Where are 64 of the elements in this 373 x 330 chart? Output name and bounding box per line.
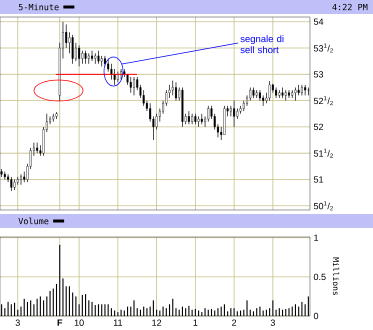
y-tick-label: 51	[314, 176, 324, 183]
candlestick	[97, 50, 100, 64]
candlestick	[78, 45, 80, 67]
candlestick	[258, 90, 261, 101]
chart-title: Volume	[18, 218, 48, 224]
candlestick	[275, 87, 278, 98]
x-tick-label: 10	[74, 320, 84, 326]
x-tick-label: 3	[16, 320, 20, 326]
y-tick-label: 50$^{1}$/$_{2}$	[314, 201, 333, 210]
candlestick	[188, 110, 190, 125]
y-tick-label: 54	[314, 18, 324, 25]
x-tick-label: 11	[114, 320, 122, 326]
candlestick	[88, 52, 90, 64]
candlestick	[36, 142, 38, 154]
x-tick-label: 12	[152, 320, 162, 326]
y-tick-label: 53$^{1}$/$_{2}$	[314, 44, 333, 53]
y-tick-label: 53	[314, 71, 324, 78]
candlestick	[298, 84, 300, 96]
candlestick	[282, 87, 284, 98]
candlestick	[230, 106, 232, 117]
y-tick-label: 0.5	[314, 274, 326, 280]
y-tick-label: 51$^{1}$/$_{2}$	[314, 148, 333, 158]
candlestick	[81, 50, 84, 64]
x-tick-label: F	[58, 320, 62, 326]
candlestick	[130, 76, 132, 94]
y-tick-label: 0	[314, 312, 318, 320]
candlestick	[252, 87, 254, 98]
candlestick	[233, 100, 236, 128]
x-tick-label: 2	[232, 320, 236, 326]
candlestick	[84, 50, 87, 64]
candlestick	[172, 80, 174, 96]
candlestick	[174, 82, 177, 101]
text: 4:22 PM	[332, 4, 368, 10]
candlestick	[300, 84, 303, 96]
candlestick	[20, 174, 22, 186]
candlestick	[304, 84, 306, 96]
y-tick-label: 1	[314, 234, 318, 241]
x-tick-label: 3	[270, 320, 275, 326]
candlestick	[14, 179, 16, 190]
candlestick	[104, 56, 106, 67]
candlestick	[100, 56, 103, 67]
candlestick	[294, 87, 296, 101]
candlestick	[194, 113, 196, 125]
y-tick-label: 52	[314, 124, 324, 130]
chart-title: 5-Minute	[18, 4, 59, 10]
candlestick	[236, 108, 238, 120]
candlestick	[284, 90, 287, 101]
y-tick-label: 52$^{1}$/$_{2}$	[314, 96, 333, 106]
candlestick	[72, 34, 74, 64]
candlestick	[116, 71, 119, 83]
y-axis-title: Millions	[332, 258, 340, 295]
candlestick	[94, 52, 96, 64]
candlestick	[91, 50, 94, 62]
x-tick-label: 1	[194, 320, 198, 326]
annotation: segnale di sell short	[240, 35, 284, 54]
candlestick	[268, 80, 271, 101]
candlestick	[156, 113, 158, 130]
candlestick	[110, 63, 112, 80]
candlestick	[198, 116, 200, 128]
candlestick	[200, 113, 203, 125]
candlestick	[10, 176, 12, 192]
candlestick	[133, 76, 136, 96]
candlestick	[288, 90, 290, 98]
candlestick	[191, 113, 194, 125]
